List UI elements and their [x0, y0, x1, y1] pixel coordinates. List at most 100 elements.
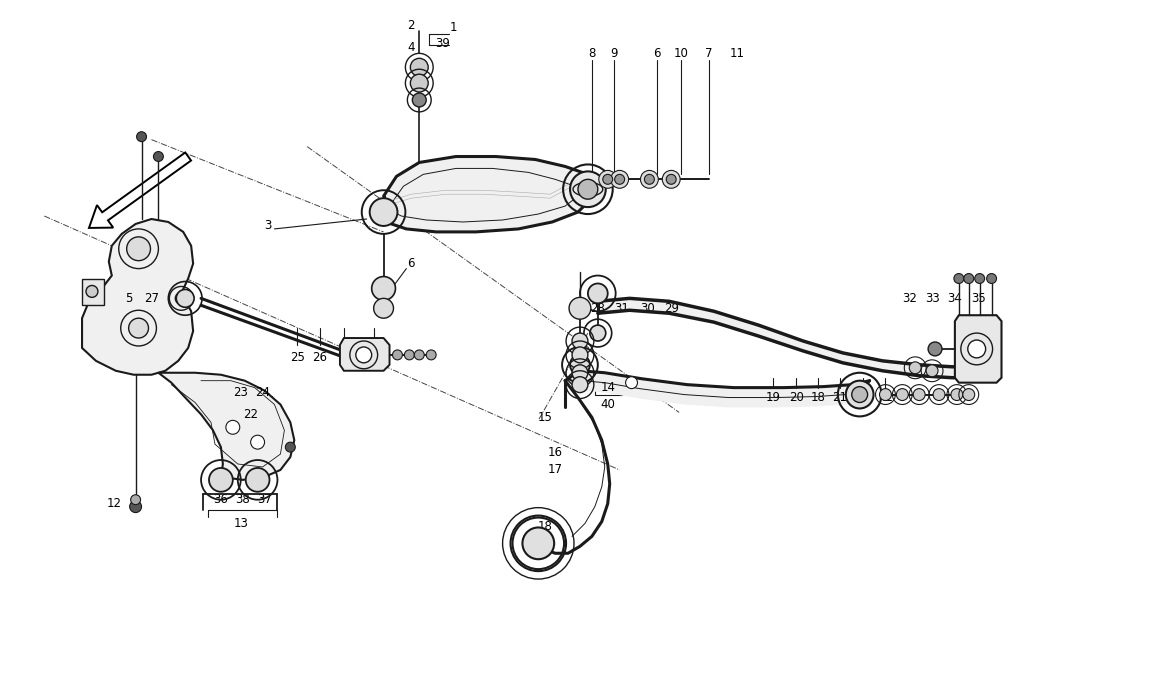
Ellipse shape [573, 182, 603, 196]
Text: 23: 23 [233, 386, 248, 399]
Circle shape [975, 274, 984, 283]
Circle shape [131, 494, 140, 505]
Text: 24: 24 [255, 386, 270, 399]
Text: 41: 41 [856, 391, 871, 404]
Circle shape [572, 333, 588, 349]
Text: 33: 33 [925, 292, 940, 305]
Text: 8: 8 [588, 47, 596, 60]
Text: 7: 7 [705, 47, 713, 60]
Text: 17: 17 [547, 464, 562, 477]
Circle shape [570, 171, 606, 207]
FancyArrow shape [89, 152, 191, 228]
Circle shape [928, 342, 942, 356]
Circle shape [413, 93, 427, 107]
Polygon shape [340, 338, 390, 371]
Circle shape [285, 442, 296, 452]
Text: 7: 7 [340, 351, 347, 364]
Circle shape [588, 283, 607, 303]
Circle shape [910, 362, 921, 374]
Text: 39: 39 [436, 37, 451, 50]
Circle shape [852, 387, 867, 402]
Circle shape [599, 170, 616, 189]
Polygon shape [384, 156, 588, 232]
Text: 4: 4 [407, 41, 415, 54]
Text: 26: 26 [313, 351, 328, 364]
Circle shape [987, 274, 997, 283]
Polygon shape [598, 298, 979, 378]
Circle shape [369, 198, 398, 226]
Circle shape [666, 174, 676, 184]
Circle shape [572, 377, 588, 393]
Circle shape [392, 350, 402, 360]
Text: 6: 6 [653, 47, 661, 60]
Circle shape [951, 389, 963, 400]
Polygon shape [82, 219, 193, 375]
Circle shape [964, 274, 974, 283]
Circle shape [569, 297, 591, 319]
Circle shape [572, 365, 588, 380]
Circle shape [578, 180, 598, 199]
Text: 34: 34 [948, 292, 963, 305]
Text: 1: 1 [450, 21, 457, 34]
Text: 9: 9 [610, 47, 618, 60]
Text: 37: 37 [258, 493, 273, 506]
Circle shape [405, 350, 414, 360]
Circle shape [153, 152, 163, 161]
Circle shape [126, 237, 151, 261]
Circle shape [641, 170, 658, 189]
Text: 12: 12 [106, 497, 121, 510]
Circle shape [933, 389, 945, 400]
Circle shape [355, 347, 371, 363]
Text: 29: 29 [664, 302, 678, 315]
Circle shape [411, 74, 428, 92]
Text: 14: 14 [600, 381, 615, 394]
Circle shape [374, 298, 393, 318]
Text: 16: 16 [547, 445, 562, 458]
Circle shape [913, 389, 925, 400]
Text: 35: 35 [972, 292, 986, 305]
Circle shape [129, 318, 148, 338]
Text: 15: 15 [538, 411, 553, 424]
Polygon shape [954, 316, 1002, 382]
Circle shape [926, 365, 938, 377]
Circle shape [246, 468, 269, 492]
Circle shape [414, 350, 424, 360]
Text: 42: 42 [877, 391, 892, 404]
Text: 13: 13 [233, 517, 248, 530]
Text: 3: 3 [263, 219, 271, 232]
Text: 11: 11 [366, 351, 381, 364]
Text: 38: 38 [236, 493, 250, 506]
Circle shape [611, 170, 629, 189]
Text: 31: 31 [614, 302, 629, 315]
Circle shape [572, 347, 588, 363]
Circle shape [963, 389, 975, 400]
Text: 5: 5 [125, 292, 132, 305]
Text: 25: 25 [290, 351, 305, 364]
Circle shape [130, 501, 141, 513]
Circle shape [411, 58, 428, 76]
Circle shape [896, 389, 908, 400]
Text: 20: 20 [789, 391, 804, 404]
Text: 36: 36 [214, 493, 229, 506]
Polygon shape [82, 279, 104, 305]
Circle shape [968, 340, 986, 358]
Circle shape [427, 350, 436, 360]
Circle shape [603, 174, 613, 184]
Text: 19: 19 [766, 391, 781, 404]
Circle shape [574, 303, 585, 314]
Text: 18: 18 [538, 520, 553, 533]
Text: 27: 27 [144, 292, 159, 305]
Circle shape [522, 527, 554, 559]
Polygon shape [565, 371, 869, 408]
Circle shape [845, 380, 874, 408]
Text: 18: 18 [811, 391, 826, 404]
Text: 21: 21 [833, 391, 848, 404]
Circle shape [175, 292, 187, 305]
Circle shape [662, 170, 680, 189]
Text: 6: 6 [407, 257, 415, 270]
Circle shape [570, 355, 590, 375]
Circle shape [644, 174, 654, 184]
Text: 11: 11 [729, 47, 744, 60]
Text: 10: 10 [674, 47, 689, 60]
Circle shape [251, 435, 264, 449]
